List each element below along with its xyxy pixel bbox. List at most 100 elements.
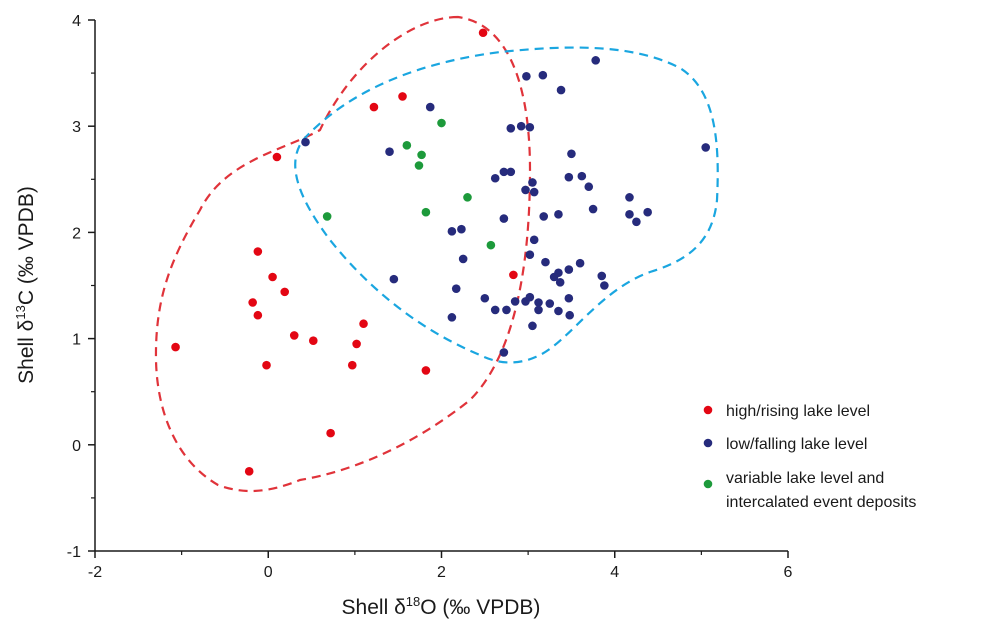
data-point	[458, 254, 468, 264]
data-point	[447, 313, 457, 322]
data-point	[556, 85, 566, 95]
data-point	[490, 305, 500, 315]
legend-label: variable lake level and	[726, 470, 884, 487]
y-tick-label: 4	[72, 13, 81, 30]
data-point	[437, 118, 446, 128]
data-point	[632, 217, 641, 227]
x-tick-label: 6	[784, 564, 793, 581]
data-point	[545, 299, 555, 308]
data-point	[480, 293, 490, 303]
y-axis-title-suffix: C (‰ VPDB)	[15, 186, 38, 305]
data-point	[528, 178, 537, 187]
data-point	[554, 306, 563, 316]
data-point	[369, 102, 379, 112]
data-point	[457, 224, 466, 234]
envelope-layer	[154, 15, 719, 493]
data-point	[584, 182, 594, 192]
data-point	[322, 212, 332, 221]
y-axis-title: Shell δ13C (‰ VPDB)	[13, 186, 38, 384]
data-point	[567, 149, 576, 159]
data-point	[253, 247, 263, 256]
data-point	[564, 172, 574, 182]
data-point	[625, 193, 634, 202]
data-point	[525, 250, 535, 260]
data-point	[463, 193, 472, 202]
data-point	[301, 137, 310, 147]
data-point	[502, 305, 511, 315]
data-point	[506, 124, 516, 133]
x-axis-title-superscript: 18	[406, 594, 420, 609]
legend-marker	[703, 479, 713, 489]
x-tick-label: 4	[610, 564, 619, 581]
data-point	[478, 28, 488, 38]
data-point	[248, 298, 257, 307]
data-point	[425, 102, 435, 112]
data-point	[499, 167, 509, 177]
y-tick-label: 3	[72, 119, 81, 136]
data-point	[549, 272, 559, 282]
data-point	[510, 297, 520, 306]
data-point	[402, 141, 412, 150]
y-axis-title-prefix: Shell δ	[15, 320, 38, 384]
data-point	[414, 161, 424, 170]
data-point	[272, 152, 282, 162]
data-point	[308, 336, 318, 346]
x-axis-title-prefix: Shell δ	[342, 596, 406, 619]
legend-marker	[703, 438, 713, 448]
series-0	[171, 28, 518, 476]
data-point	[262, 360, 271, 370]
data-point	[289, 331, 299, 340]
data-point	[385, 147, 394, 156]
data-point	[643, 207, 652, 217]
legend: high/rising lake level low/falling lake l…	[703, 403, 916, 511]
data-point	[525, 122, 535, 132]
data-point	[575, 258, 585, 268]
data-point	[565, 310, 575, 320]
data-point	[398, 92, 407, 101]
data-point	[244, 467, 254, 476]
data-point	[352, 339, 361, 349]
data-point	[521, 185, 530, 195]
data-point	[529, 187, 539, 197]
data-point	[421, 207, 431, 217]
y-tick-label: 2	[72, 225, 81, 242]
data-point	[516, 121, 526, 131]
data-point	[486, 240, 496, 250]
legend-label: intercalated event deposits	[726, 494, 916, 511]
data-point	[588, 204, 598, 214]
data-point	[421, 366, 431, 375]
data-point	[701, 143, 711, 152]
data-point	[555, 278, 565, 287]
x-axis-title: Shell δ18O (‰ VPDB)	[342, 594, 541, 619]
data-point	[268, 272, 277, 282]
data-point	[539, 212, 549, 221]
data-point	[280, 287, 290, 297]
x-tick-label: -2	[88, 564, 102, 581]
data-point	[490, 173, 500, 183]
data-point	[591, 56, 600, 65]
data-point	[417, 150, 426, 160]
data-point	[525, 292, 535, 302]
data-point	[554, 210, 563, 219]
data-point	[534, 298, 543, 307]
data-point	[447, 227, 457, 236]
data-point	[600, 281, 609, 290]
data-point	[506, 167, 516, 177]
data-point-layer	[171, 28, 711, 476]
data-point	[326, 428, 335, 438]
data-point	[171, 342, 180, 352]
data-point	[451, 284, 461, 293]
legend-label: high/rising lake level	[726, 403, 870, 420]
data-point	[359, 319, 368, 329]
y-tick-label: -1	[67, 544, 81, 561]
data-point	[564, 293, 574, 303]
x-tick-label: 2	[437, 564, 446, 581]
data-point	[577, 171, 587, 181]
data-point	[347, 360, 357, 370]
data-point	[529, 235, 539, 245]
data-point	[538, 70, 548, 80]
data-point	[541, 257, 550, 267]
series-1	[301, 56, 711, 357]
data-point	[522, 71, 531, 81]
